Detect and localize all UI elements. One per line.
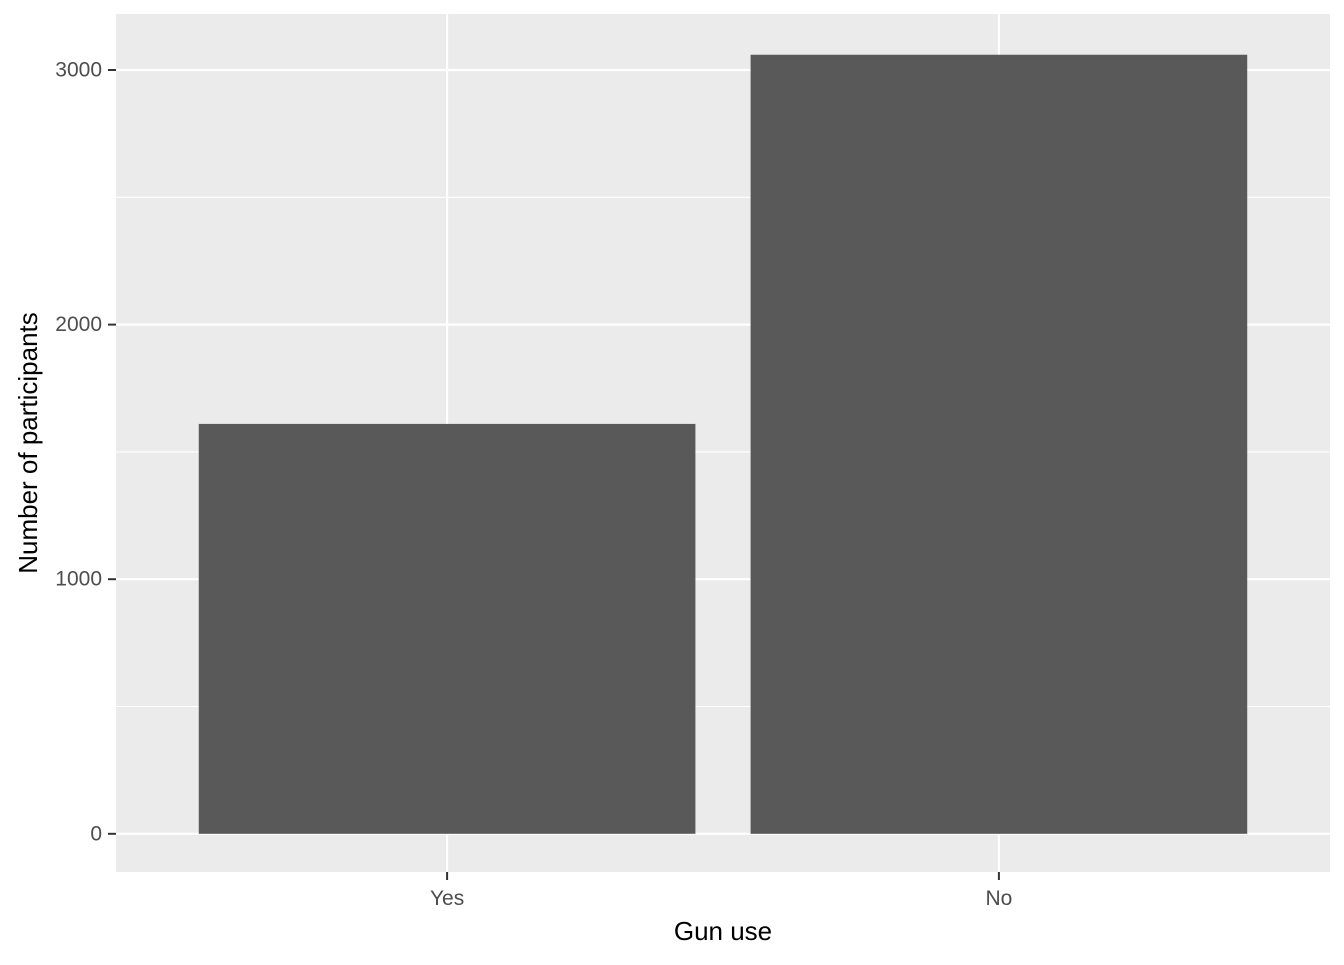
x-axis-title: Gun use xyxy=(674,916,772,946)
y-tick-label: 0 xyxy=(90,822,102,845)
x-axis: Yes No xyxy=(430,872,1012,910)
x-tick-label: No xyxy=(985,887,1012,910)
bar-yes xyxy=(198,423,696,834)
y-tick-label: 1000 xyxy=(55,568,102,591)
bars-group xyxy=(198,54,1248,834)
y-tick-label: 3000 xyxy=(55,59,102,82)
bar-no xyxy=(750,54,1248,834)
y-axis-title: Number of participants xyxy=(13,312,43,574)
x-tick-label: Yes xyxy=(430,887,464,910)
y-axis: 0 1000 2000 3000 xyxy=(55,59,116,845)
y-tick-label: 2000 xyxy=(55,313,102,336)
